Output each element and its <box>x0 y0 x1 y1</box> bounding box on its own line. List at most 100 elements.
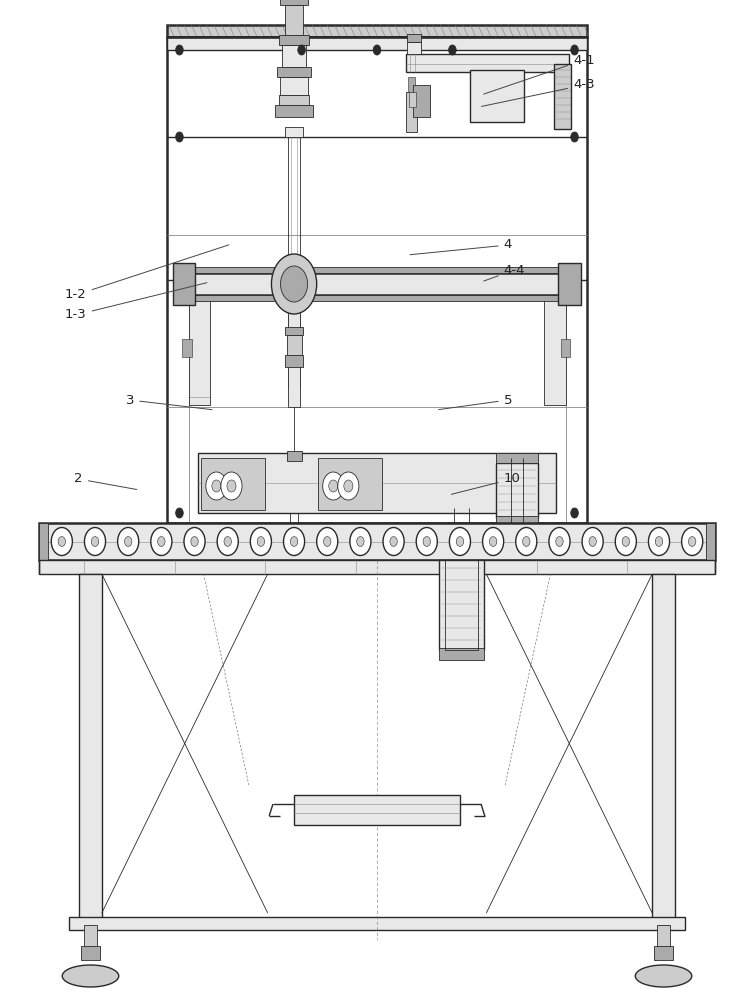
Bar <box>175 267 579 273</box>
Bar <box>39 560 715 574</box>
Bar <box>408 77 415 92</box>
Circle shape <box>483 528 504 556</box>
Bar <box>496 463 538 518</box>
Bar <box>470 70 524 122</box>
Circle shape <box>682 528 703 556</box>
Circle shape <box>221 472 242 500</box>
Bar <box>285 273 303 295</box>
Bar <box>173 263 195 305</box>
Bar <box>318 458 382 510</box>
Circle shape <box>571 132 578 142</box>
Circle shape <box>224 537 231 546</box>
Bar <box>198 453 556 513</box>
Circle shape <box>655 537 663 546</box>
Ellipse shape <box>635 965 691 987</box>
Circle shape <box>648 528 670 556</box>
Circle shape <box>317 528 338 556</box>
Circle shape <box>688 537 696 546</box>
Circle shape <box>217 528 238 556</box>
Circle shape <box>118 528 139 556</box>
Circle shape <box>250 528 271 556</box>
Circle shape <box>271 254 317 314</box>
Circle shape <box>338 472 359 500</box>
Circle shape <box>158 537 165 546</box>
Bar <box>285 5 303 35</box>
Bar <box>175 273 579 295</box>
Text: 4-1: 4-1 <box>483 53 595 94</box>
Circle shape <box>516 528 537 556</box>
Bar <box>439 648 484 660</box>
Circle shape <box>416 528 437 556</box>
Text: 4-3: 4-3 <box>482 79 595 106</box>
Circle shape <box>449 45 456 55</box>
Ellipse shape <box>62 965 118 987</box>
Bar <box>277 67 311 77</box>
Circle shape <box>523 537 530 546</box>
Circle shape <box>390 537 397 546</box>
Circle shape <box>184 528 205 556</box>
Bar <box>79 574 102 925</box>
Bar <box>69 917 685 930</box>
Bar <box>39 523 715 560</box>
Circle shape <box>383 528 404 556</box>
Circle shape <box>298 45 305 55</box>
Circle shape <box>212 480 221 492</box>
Circle shape <box>91 537 99 546</box>
Circle shape <box>323 537 331 546</box>
Circle shape <box>489 537 497 546</box>
Circle shape <box>51 528 72 556</box>
Circle shape <box>84 528 106 556</box>
Circle shape <box>423 537 431 546</box>
Text: 4-4: 4-4 <box>483 263 526 281</box>
Bar <box>167 37 587 523</box>
Text: 4: 4 <box>410 238 512 255</box>
Circle shape <box>622 537 630 546</box>
Circle shape <box>556 537 563 546</box>
Text: 1-3: 1-3 <box>65 283 207 322</box>
Circle shape <box>449 528 470 556</box>
Circle shape <box>571 45 578 55</box>
Bar <box>287 451 302 461</box>
Circle shape <box>176 132 183 142</box>
Circle shape <box>290 537 298 546</box>
Bar <box>409 92 416 107</box>
Bar <box>188 280 210 405</box>
Circle shape <box>582 528 603 556</box>
Bar <box>201 458 265 510</box>
Circle shape <box>549 528 570 556</box>
Bar <box>439 560 484 650</box>
Bar <box>554 64 571 129</box>
Bar <box>657 925 670 950</box>
Circle shape <box>124 537 132 546</box>
Text: 2: 2 <box>75 473 136 490</box>
Bar <box>561 339 570 357</box>
Bar <box>706 523 715 560</box>
Bar <box>285 355 303 367</box>
Circle shape <box>357 537 364 546</box>
Bar <box>285 127 303 137</box>
Text: 5: 5 <box>439 393 512 410</box>
Bar <box>167 25 587 37</box>
Circle shape <box>280 266 308 302</box>
Bar <box>544 280 566 405</box>
Bar <box>445 560 478 650</box>
Bar <box>407 34 421 42</box>
Bar <box>280 77 308 95</box>
Bar <box>406 92 417 132</box>
Bar <box>285 327 303 335</box>
Bar <box>407 42 421 54</box>
Bar <box>558 263 581 305</box>
Bar <box>279 35 309 45</box>
Circle shape <box>191 537 198 546</box>
Bar <box>39 523 48 560</box>
Circle shape <box>227 480 236 492</box>
Circle shape <box>176 275 183 285</box>
Circle shape <box>176 508 183 518</box>
Bar <box>282 45 306 67</box>
Text: 1-2: 1-2 <box>65 245 228 302</box>
Circle shape <box>176 45 183 55</box>
Bar <box>287 335 302 355</box>
Circle shape <box>257 537 265 546</box>
Circle shape <box>206 472 227 500</box>
Bar <box>182 339 192 357</box>
